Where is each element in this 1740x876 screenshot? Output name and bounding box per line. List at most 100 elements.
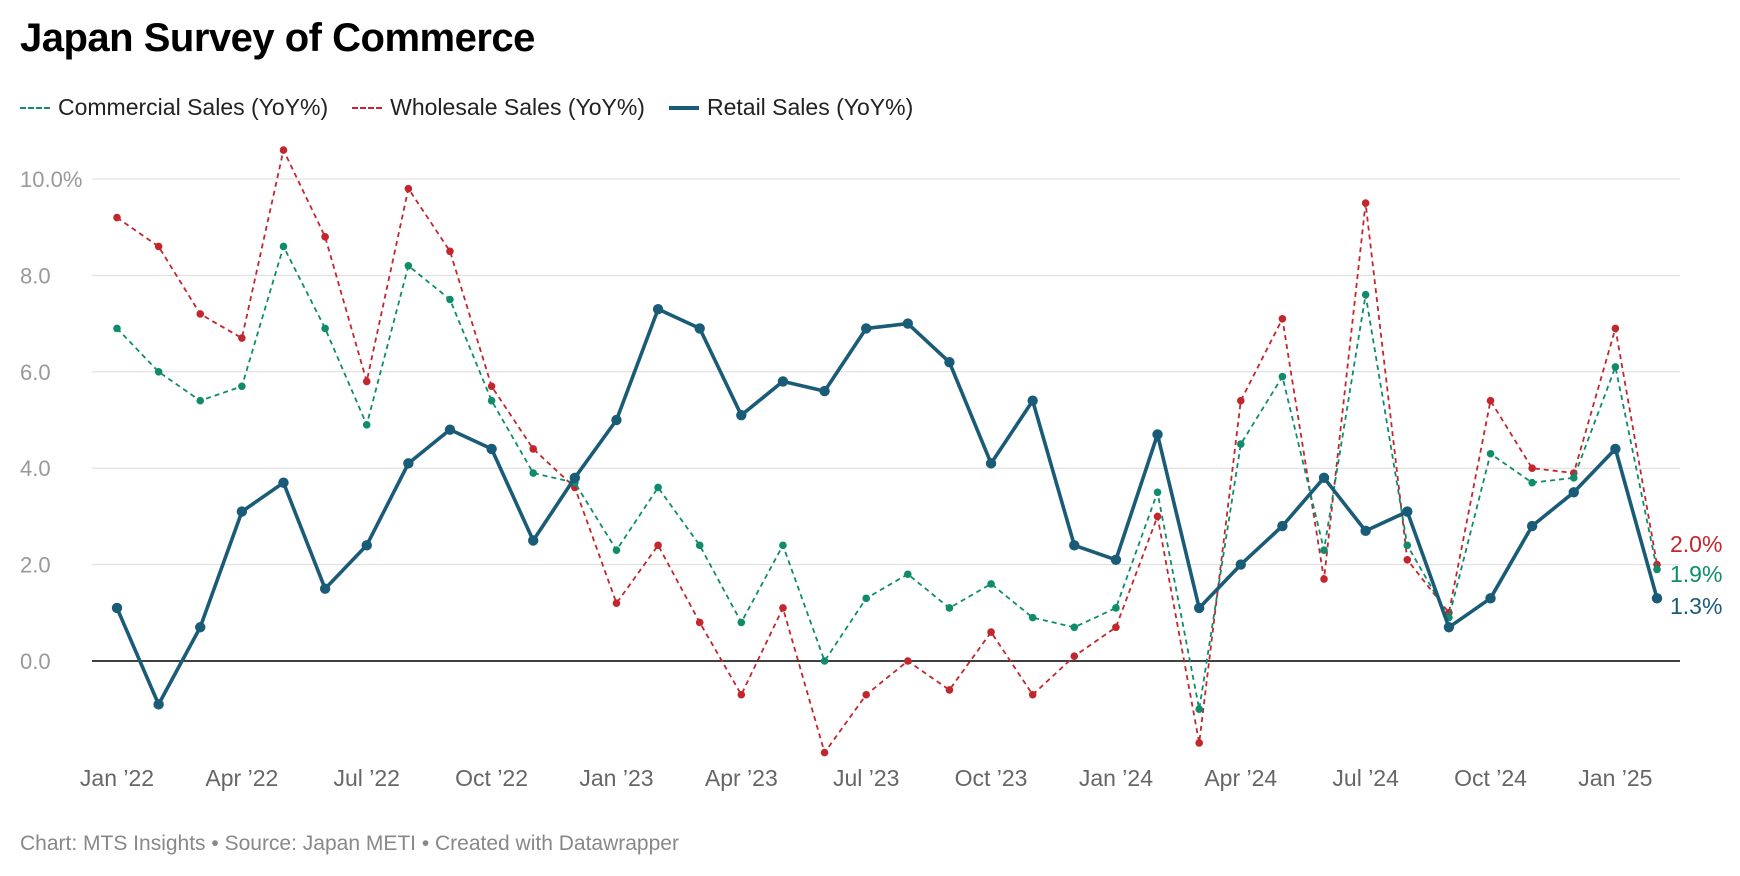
y-tick-label: 10.0% [20,167,82,192]
data-point-retail [1277,520,1288,532]
data-point-retail [1360,525,1371,537]
data-point-wholesale [654,541,662,550]
data-point-commercial [779,541,787,550]
legend-label-commercial: Commercial Sales (YoY%) [58,94,329,120]
data-point-commercial [1361,290,1370,299]
data-point-wholesale [321,233,329,241]
data-point-retail [1610,443,1621,455]
data-point-retail [569,472,581,484]
data-point-wholesale [612,599,621,607]
data-point-retail [819,385,830,397]
data-point-retail [319,583,331,594]
data-point-wholesale [404,184,413,193]
data-point-retail [1027,395,1038,406]
data-point-wholesale [1028,690,1037,699]
y-tick-label: 4.0 [20,456,51,481]
data-point-commercial [529,469,538,477]
x-tick-label: Apr ’23 [705,765,778,791]
data-point-wholesale [737,690,746,699]
series-line-retail [115,307,1659,707]
data-point-commercial [1569,474,1578,482]
x-tick-label: Oct ’22 [455,765,528,791]
data-point-wholesale [446,247,454,256]
data-point-retail [153,699,164,710]
data-point-commercial [404,261,413,270]
data-point-retail [736,409,747,421]
x-tick-label: Jan ’22 [80,765,154,791]
data-point-retail [444,424,456,435]
x-tick-label: Jul ’23 [833,765,899,791]
data-point-retail [1526,520,1538,532]
data-point-wholesale [1153,512,1162,521]
data-point-retail [1318,472,1330,484]
legend-swatch-wholesale [352,106,383,109]
data-point-wholesale [1112,623,1120,632]
data-point-wholesale [529,445,538,453]
data-point-commercial [1153,488,1162,497]
data-point-wholesale [904,657,912,665]
data-point-wholesale [1486,396,1495,405]
data-point-retail [860,323,872,334]
legend-label-retail: Retail Sales (YoY%) [706,94,914,120]
legend-swatch-commercial [20,106,50,109]
y-tick-label: 2.0 [20,553,51,578]
x-tick-label: Jan ’25 [1578,765,1652,791]
data-point-wholesale [196,310,205,318]
x-tick-label: Oct ’23 [955,765,1028,791]
x-tick-label: Apr ’22 [205,765,278,791]
data-point-retail [278,477,289,488]
data-point-wholesale [820,748,829,757]
data-point-commercial [904,570,912,579]
data-point-wholesale [154,242,163,251]
data-point-retail [652,303,664,315]
data-point-retail [195,622,206,633]
x-tick-label: Jul ’22 [333,765,399,791]
data-point-commercial [987,580,995,588]
data-point-retail [1443,622,1455,633]
data-point-retail [1110,554,1122,565]
data-point-wholesale [695,618,704,627]
data-point-commercial [1278,372,1287,381]
legend-item-commercial: Commercial Sales (YoY%) [20,94,328,121]
data-point-wholesale [1361,199,1370,207]
data-point-commercial [1028,613,1037,622]
data-point-retail [1402,506,1413,517]
data-point-retail [944,356,955,368]
data-point-wholesale [862,690,870,699]
data-point-wholesale [238,334,246,342]
series-line-commercial [116,245,1658,711]
data-point-commercial [1611,363,1620,371]
data-point-retail [985,458,997,469]
data-point-wholesale [1278,314,1287,323]
data-point-retail [902,318,914,329]
data-point-retail [403,458,414,469]
data-point-wholesale [987,628,995,636]
data-point-retail [528,535,539,546]
data-point-retail [1193,602,1205,614]
data-point-retail [1152,429,1163,440]
data-point-wholesale [1320,575,1328,583]
y-tick-label: 8.0 [20,263,51,288]
x-tick-label: Jan ’23 [579,765,653,791]
data-point-wholesale [1236,396,1245,405]
data-point-retail [1651,593,1663,604]
data-point-retail [361,540,372,551]
legend-label-wholesale: Wholesale Sales (YoY%) [390,94,645,120]
data-point-commercial [487,396,496,405]
data-point-commercial [612,546,621,554]
data-point-wholesale [779,604,787,612]
data-point-retail [1235,559,1246,570]
data-point-commercial [1236,440,1245,448]
data-point-commercial [1486,449,1495,458]
data-point-wholesale [945,686,954,694]
chart-legend: Commercial Sales (YoY%) Wholesale Sales … [20,94,937,121]
data-point-commercial [1195,705,1203,713]
data-point-commercial [1320,546,1328,554]
data-point-commercial [820,657,829,665]
data-point-retail [694,323,705,334]
data-point-commercial [113,324,121,333]
data-point-commercial [1403,541,1412,550]
data-point-commercial [945,604,954,612]
data-point-commercial [1112,604,1120,612]
